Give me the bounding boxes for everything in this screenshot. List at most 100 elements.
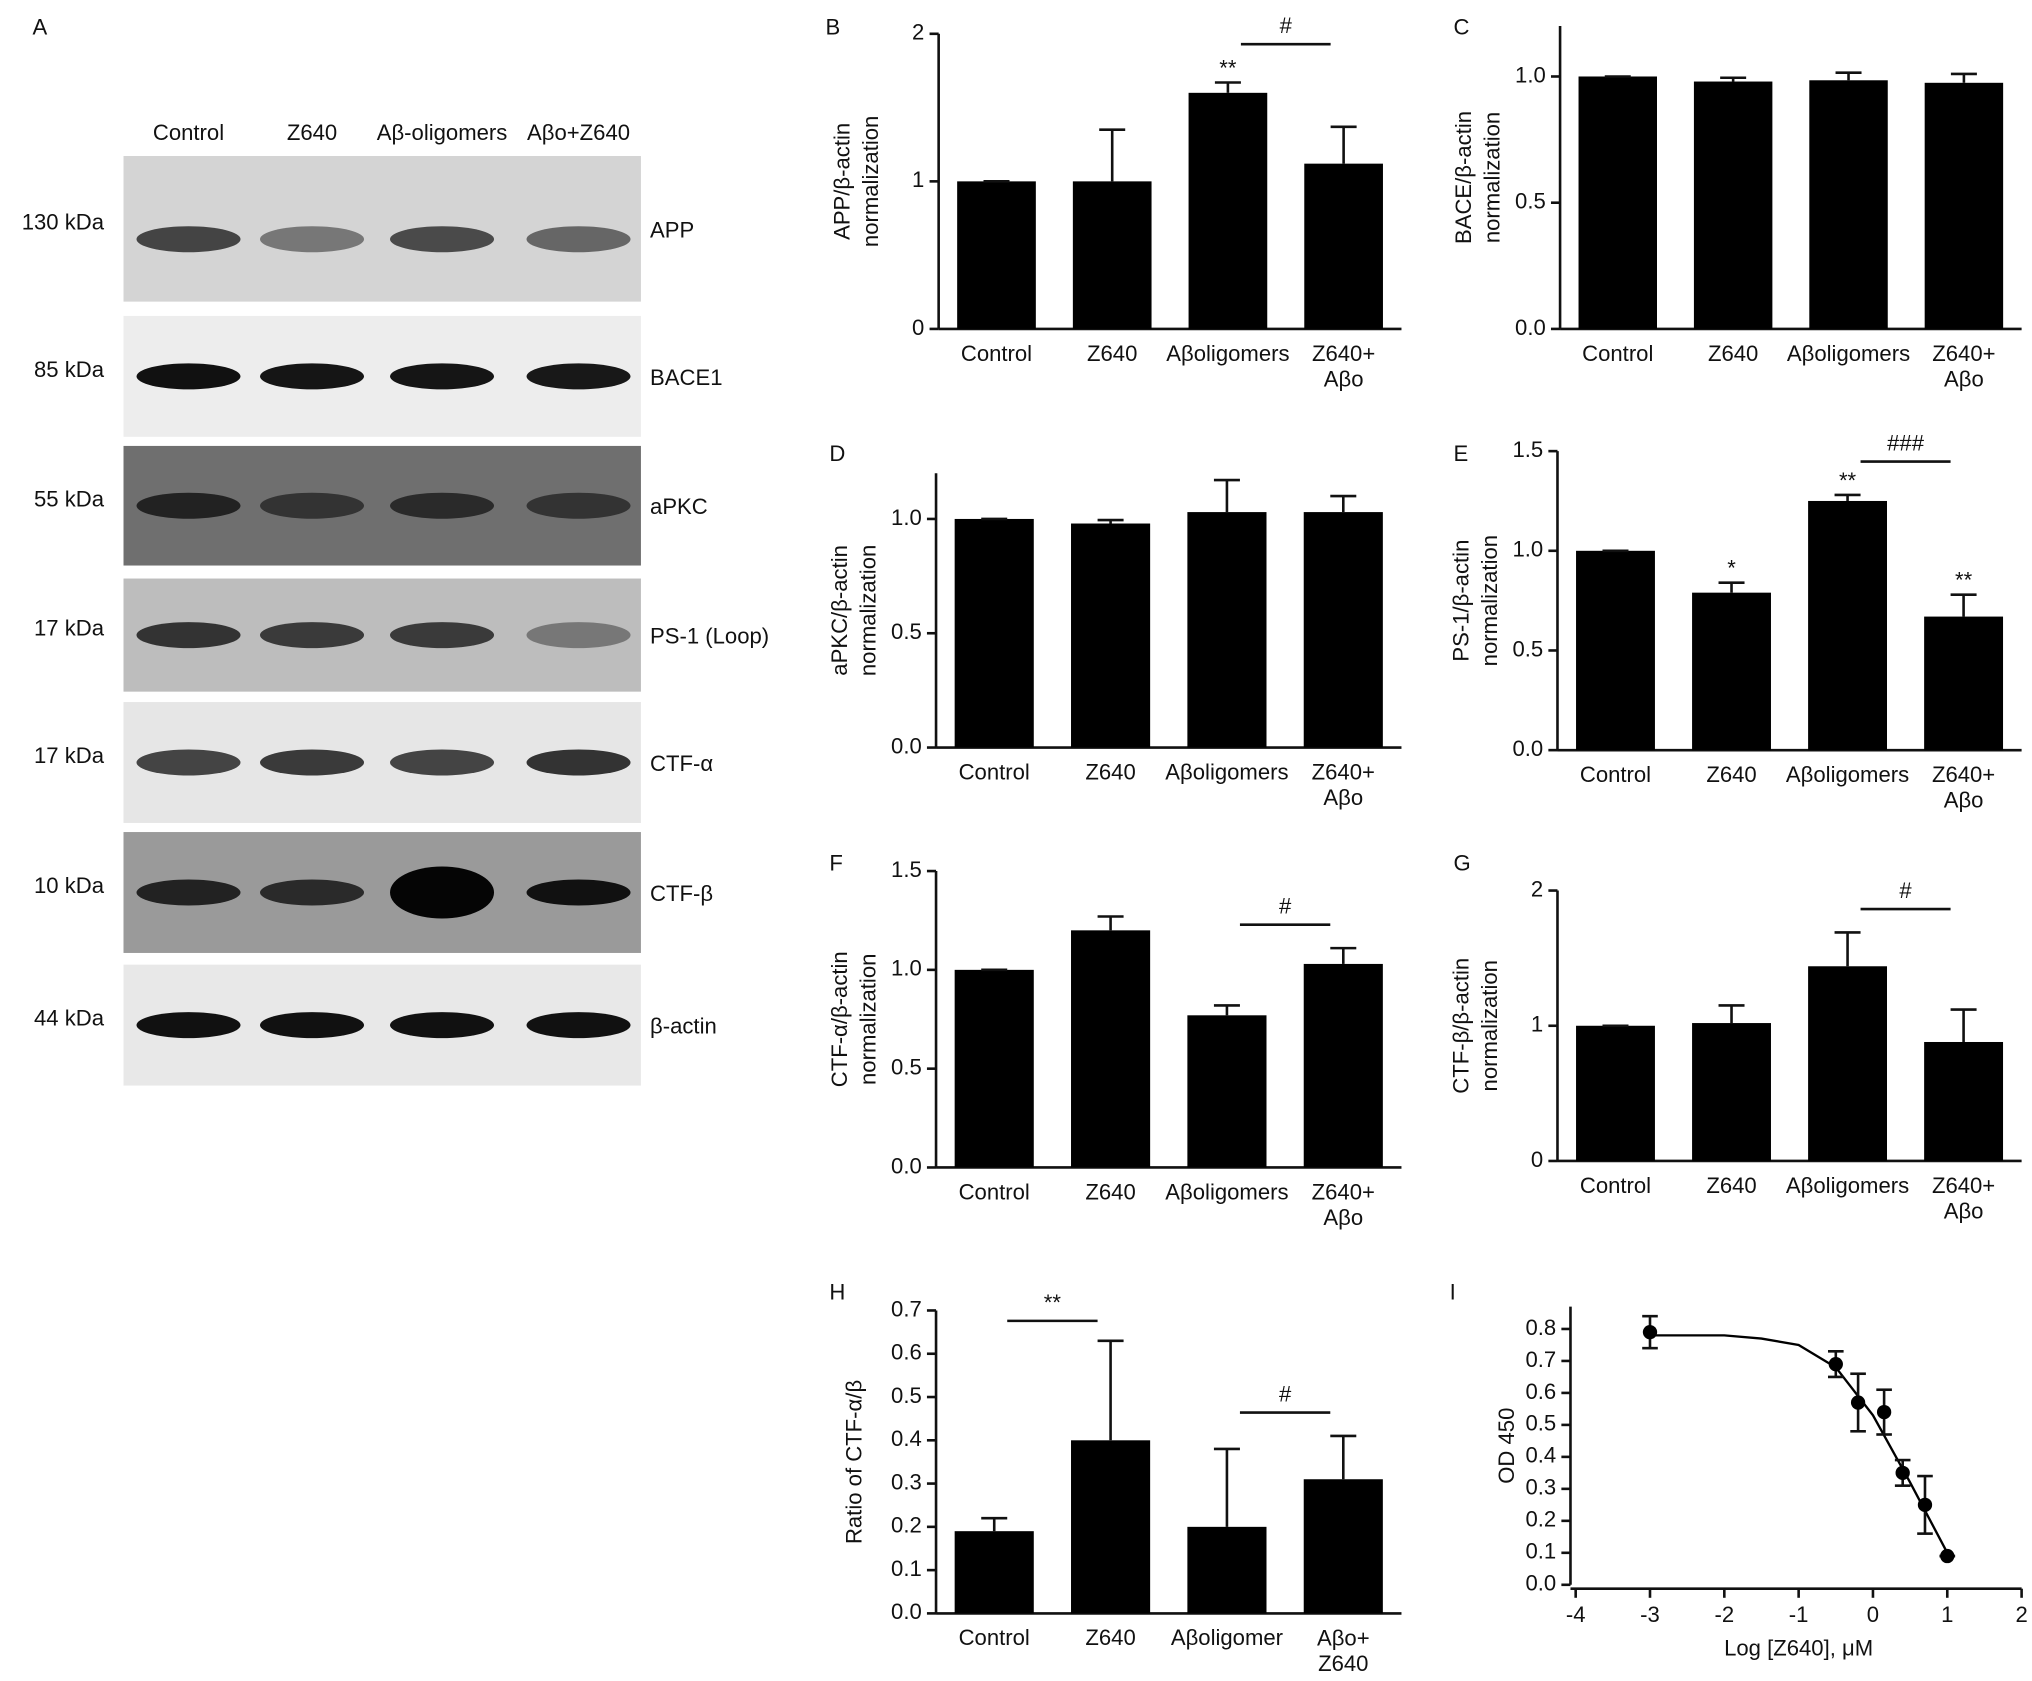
y-tick-label: 0.7 (891, 1296, 922, 1321)
panel-label: H (829, 1279, 845, 1304)
bar (1808, 500, 1888, 751)
blot-band (260, 226, 365, 253)
x-tick-label: Z640 (1085, 1179, 1135, 1204)
x-tick-label: Control (961, 341, 1032, 366)
x-tick-label: Aβoligomers (1787, 341, 1910, 366)
blot-band (136, 226, 241, 253)
comparison-label: ** (1044, 1290, 1062, 1315)
lane-label: Z640 (287, 120, 337, 145)
blot-band (260, 1012, 365, 1039)
panel-label: D (829, 441, 845, 466)
bar (1071, 523, 1151, 748)
bar (1304, 163, 1383, 329)
bar (1578, 76, 1657, 329)
y-axis-label: aPKC/β-actin (827, 545, 852, 676)
x-tick-label: 2 (2015, 1602, 2027, 1627)
molecular-weight: 10 kDa (34, 873, 105, 898)
bar (1072, 181, 1152, 329)
y-axis-label: normalization (1477, 960, 1502, 1091)
bar (1924, 82, 2004, 329)
bar (954, 518, 1034, 748)
blot-band (526, 879, 631, 906)
bar (1924, 616, 2004, 751)
bar (1576, 1025, 1655, 1161)
x-tick-label: Z640+ Aβo (1312, 341, 1375, 391)
bar (1188, 92, 1268, 329)
molecular-weight: 55 kDa (34, 486, 105, 511)
blot-band (390, 226, 495, 253)
y-tick-label: 0.3 (891, 1469, 922, 1494)
y-tick-label: 0.0 (1512, 736, 1543, 761)
significance-label: * (1727, 556, 1736, 581)
blot-band (526, 1012, 631, 1039)
x-tick-label: -4 (1566, 1602, 1586, 1627)
significance-label: ** (1839, 468, 1857, 493)
x-tick-label: Control (1580, 1173, 1651, 1198)
molecular-weight: 44 kDa (34, 1006, 105, 1031)
bar (1187, 1526, 1267, 1614)
blot-band (390, 749, 495, 776)
y-tick-label: 1.0 (1512, 537, 1543, 562)
x-tick-label: Z640 (1706, 1173, 1756, 1198)
y-tick-label: 1.5 (891, 857, 922, 882)
protein-label: CTF-β (650, 881, 713, 906)
bar (954, 1531, 1034, 1614)
x-tick-label: -3 (1640, 1602, 1660, 1627)
molecular-weight: 130 kDa (22, 209, 105, 234)
y-axis-label: CTF-β/β-actin (1448, 958, 1473, 1094)
y-tick-label: 0.0 (1515, 315, 1546, 340)
blot-band (260, 749, 365, 776)
panel-label: A (33, 14, 48, 39)
x-tick-label: Control (1582, 341, 1653, 366)
blot-band (260, 622, 365, 649)
y-tick-label: 0.5 (1515, 189, 1546, 214)
molecular-weight: 85 kDa (34, 357, 105, 382)
molecular-weight: 17 kDa (34, 616, 105, 641)
blot-band (260, 492, 365, 519)
bar (1303, 963, 1383, 1168)
comparison-label: ### (1887, 430, 1925, 455)
x-tick-label: Control (959, 1625, 1030, 1650)
blot-band (136, 1012, 241, 1039)
data-point (1895, 1465, 1910, 1481)
y-tick-label: 0.3 (1525, 1475, 1556, 1500)
x-axis-label: Log [Z640], μM (1724, 1636, 1873, 1661)
y-tick-label: 0.5 (1512, 636, 1543, 661)
blot-band (526, 363, 631, 390)
y-tick-label: 2 (912, 20, 924, 45)
y-axis-label: normalization (1477, 535, 1502, 666)
y-tick-label: 0.6 (1525, 1379, 1556, 1404)
y-tick-label: 0.0 (1525, 1571, 1556, 1596)
y-tick-label: 0.8 (1525, 1315, 1556, 1340)
y-axis-label: normalization (858, 116, 883, 247)
blot-band (390, 363, 495, 390)
molecular-weight: 17 kDa (34, 743, 105, 768)
blot-band (136, 363, 241, 390)
y-tick-label: 0.6 (891, 1340, 922, 1365)
y-tick-label: 0.1 (891, 1556, 922, 1581)
bar (1809, 80, 1888, 329)
x-tick-label: Control (959, 1179, 1030, 1204)
bar (1187, 512, 1267, 748)
x-tick-label: Z640 (1087, 341, 1137, 366)
y-axis-label: CTF-α/β-actin (827, 951, 852, 1087)
y-tick-label: 1.0 (1515, 62, 1546, 87)
y-tick-label: 1.0 (891, 505, 922, 530)
x-tick-label: Z640+ Aβo (1932, 762, 1995, 812)
y-tick-label: 0.4 (1525, 1443, 1556, 1468)
x-tick-label: 1 (1941, 1602, 1953, 1627)
bar (1924, 1041, 2004, 1161)
y-tick-label: 1 (912, 167, 924, 192)
comparison-label: # (1279, 1382, 1292, 1407)
protein-label: aPKC (650, 494, 708, 519)
blot-band (526, 622, 631, 649)
protein-label: PS-1 (Loop) (650, 624, 769, 649)
y-axis-label: normalization (1480, 112, 1505, 243)
y-tick-label: 0.5 (891, 619, 922, 644)
bar (1576, 550, 1655, 751)
panel-label: F (829, 850, 842, 875)
y-tick-label: 0.5 (891, 1055, 922, 1080)
x-tick-label: Aβoligomer (1171, 1625, 1283, 1650)
panel-label: B (826, 14, 841, 39)
y-tick-label: 0.0 (891, 1599, 922, 1624)
